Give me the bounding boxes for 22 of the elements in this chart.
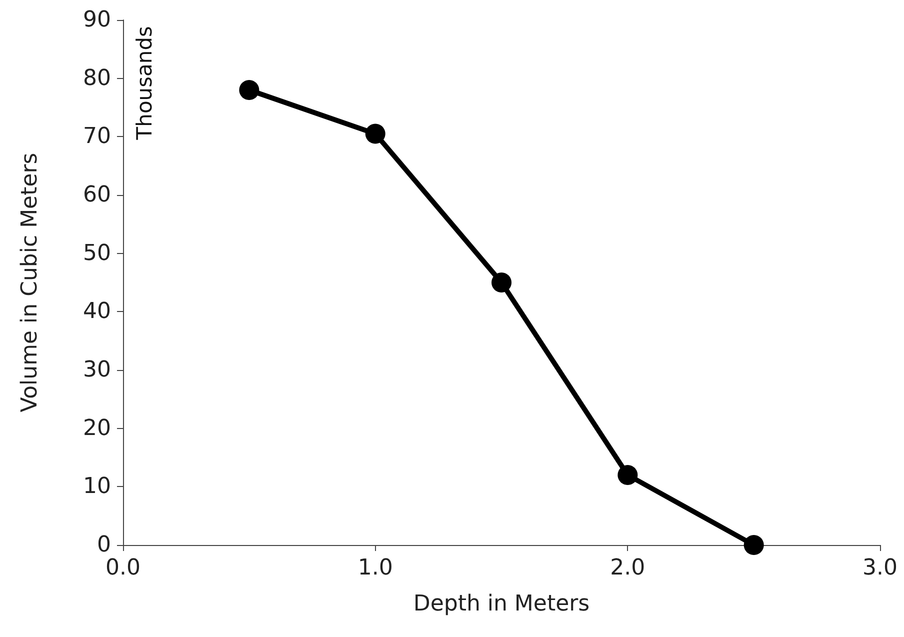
point [618, 465, 638, 485]
x-tick-label: 0.0 [106, 556, 140, 580]
y-tick-label: 0 [97, 532, 111, 558]
y-tick-label: 80 [83, 66, 111, 91]
point [365, 124, 386, 144]
y-tick-label: 60 [83, 182, 111, 208]
y-tick-label: 20 [83, 416, 111, 441]
point [239, 80, 260, 100]
y-tick-label: 10 [83, 474, 111, 500]
x-tick-label: 1.0 [358, 556, 393, 580]
y-tick-label: 90 [83, 8, 111, 32]
point [492, 272, 512, 292]
point [744, 535, 764, 555]
y-tick-label: 50 [83, 240, 111, 266]
x-tick-label: 2.0 [610, 556, 646, 580]
y-tick-label: 70 [83, 124, 111, 150]
y-tick-label: 30 [83, 358, 111, 382]
annotation: Thousands [132, 26, 156, 141]
x-axis-title: Depth in Meters [413, 592, 590, 616]
x-tick-label: 3.0 [862, 556, 898, 580]
y-axis-title: Volume in Cubic Meters [18, 152, 42, 412]
y-tick-label: 40 [83, 299, 111, 324]
